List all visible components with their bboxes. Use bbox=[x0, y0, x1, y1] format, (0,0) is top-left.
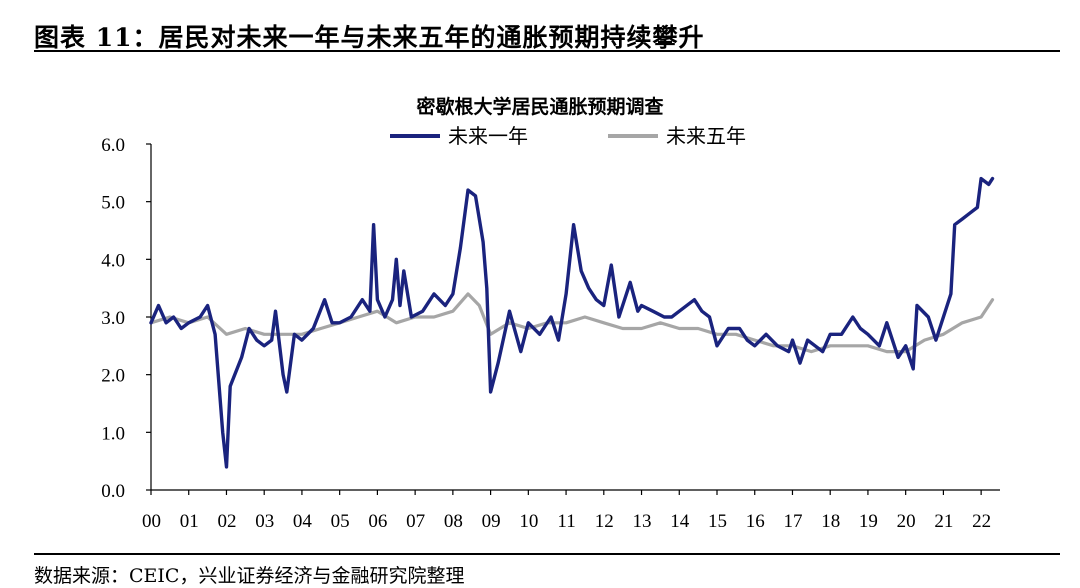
y-tick-label: 0.0 bbox=[101, 481, 125, 502]
x-tick-label: 13 bbox=[633, 511, 652, 532]
legend-label-five-year: 未来五年 bbox=[666, 124, 746, 148]
x-tick-label: 12 bbox=[595, 511, 614, 532]
x-tick-label: 18 bbox=[821, 511, 840, 532]
x-tick-label: 09 bbox=[482, 511, 501, 532]
legend-label-one-year: 未来一年 bbox=[448, 124, 528, 148]
axes: 0.0 1.0 2.0 3.0 4.0 5.0 6.0 00 01 02 03 04 05 06 07 08 0… bbox=[101, 135, 1000, 532]
x-tick-label: 10 bbox=[519, 511, 538, 532]
x-tick-label: 07 bbox=[406, 511, 425, 532]
y-tick-label: 1.0 bbox=[101, 423, 125, 444]
x-tick-label: 19 bbox=[859, 511, 878, 532]
x-tick-label: 04 bbox=[293, 511, 313, 532]
figure-header: 图表 11：居民对未来一年与未来五年的通胀预期持续攀升 bbox=[34, 14, 1060, 52]
x-tick-label: 06 bbox=[368, 511, 387, 532]
chart-title: 密歇根大学居民通胀预期调查 bbox=[416, 95, 664, 118]
series-line-one-year bbox=[149, 176, 995, 469]
x-tick-label: 21 bbox=[934, 511, 953, 532]
y-tick-label: 2.0 bbox=[101, 366, 125, 387]
y-tick-label: 6.0 bbox=[101, 135, 125, 156]
figure-source: 数据来源：CEIC，兴业证券经济与金融研究院整理 bbox=[34, 553, 1060, 588]
x-tick-label: 20 bbox=[897, 511, 916, 532]
y-tick-label: 4.0 bbox=[101, 250, 125, 271]
x-tick-label: 08 bbox=[444, 511, 463, 532]
x-tick-label: 00 bbox=[142, 511, 161, 532]
x-tick-label: 01 bbox=[180, 511, 199, 532]
x-tick-label: 11 bbox=[557, 511, 575, 532]
x-tick-label: 22 bbox=[972, 511, 991, 532]
inflation-expectation-chart: 密歇根大学居民通胀预期调查 未来一年 未来五年 0.0 1.0 2.0 3.0 4.0 5.… bbox=[101, 95, 1000, 532]
series-layer bbox=[149, 176, 995, 469]
x-tick-label: 02 bbox=[217, 511, 236, 532]
y-tick-label: 3.0 bbox=[101, 308, 125, 329]
legend: 未来一年 未来五年 bbox=[390, 124, 746, 148]
x-tick-label: 14 bbox=[670, 511, 690, 532]
x-tick-label: 15 bbox=[708, 511, 727, 532]
figure-title: 图表 11：居民对未来一年与未来五年的通胀预期持续攀升 bbox=[34, 23, 705, 52]
y-tick-label: 5.0 bbox=[101, 193, 125, 214]
x-tick-label: 03 bbox=[255, 511, 274, 532]
x-tick-label: 17 bbox=[783, 511, 802, 532]
x-tick-label: 05 bbox=[331, 511, 350, 532]
x-tick-label: 16 bbox=[746, 511, 765, 532]
